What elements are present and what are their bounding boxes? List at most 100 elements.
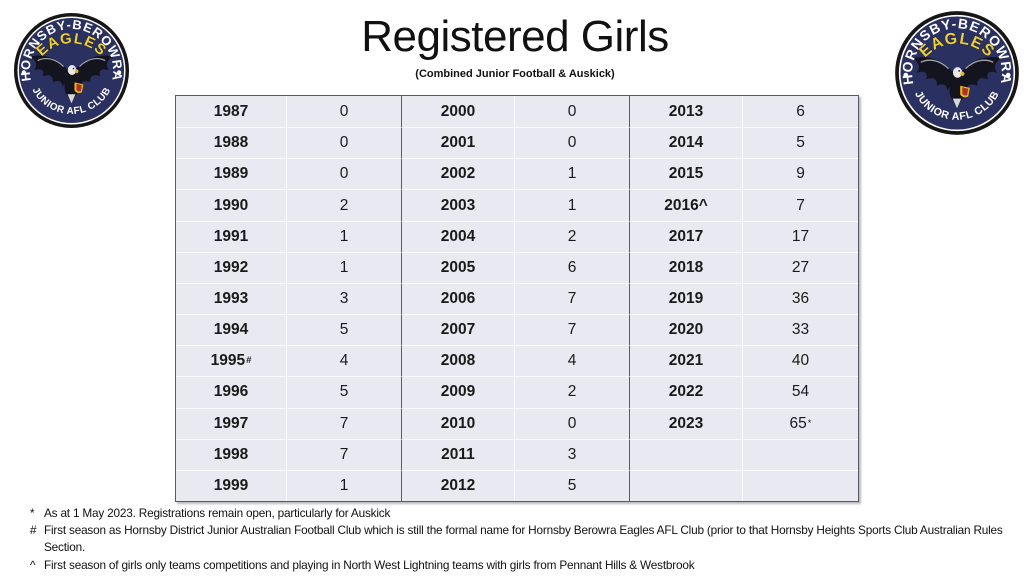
year-cell: 2012 bbox=[401, 469, 514, 501]
value-cell: 5 bbox=[742, 127, 858, 159]
year-cell: 1997 bbox=[176, 407, 286, 439]
footnote: ^ First season of girls only teams compet… bbox=[30, 557, 1018, 574]
value-cell: 33 bbox=[742, 314, 858, 346]
year-cell: 2014 bbox=[629, 127, 742, 159]
value-cell bbox=[742, 469, 858, 501]
year-cell: 2015 bbox=[629, 158, 742, 190]
year-cell: 2023 bbox=[629, 407, 742, 439]
footnote-marker: # bbox=[30, 523, 37, 538]
year-cell: 2010 bbox=[401, 407, 514, 439]
value-cell: 1 bbox=[286, 469, 401, 501]
eagle-icon bbox=[29, 55, 114, 104]
year-cell: 1989 bbox=[176, 158, 286, 189]
year-cell: 2000 bbox=[401, 96, 514, 128]
year-cell: 2006 bbox=[401, 282, 514, 315]
value-cell: 2 bbox=[514, 220, 629, 252]
year-cell: 1995 # bbox=[176, 345, 286, 376]
value-cell: 0 bbox=[286, 127, 401, 159]
value-cell: 4 bbox=[514, 345, 629, 377]
page-title: Registered Girls bbox=[361, 12, 669, 61]
year-cell: 2005 bbox=[401, 251, 514, 283]
value-cell: 1 bbox=[514, 158, 629, 190]
footnote: # First season as Hornsby District Junior… bbox=[30, 522, 1018, 556]
value-cell: 5 bbox=[514, 469, 629, 501]
value-cell: 2 bbox=[286, 189, 401, 221]
value-cell: 27 bbox=[742, 251, 858, 283]
footnote-marker: * bbox=[30, 506, 35, 520]
year-cell: 2017 bbox=[629, 220, 742, 252]
badge-left-dot bbox=[903, 72, 909, 78]
value-cell: 7 bbox=[286, 407, 401, 439]
value-cell: 40 bbox=[742, 345, 858, 377]
value-cell: 7 bbox=[286, 438, 401, 470]
value-cell: 65 * bbox=[742, 407, 858, 439]
footnote-text: As at 1 May 2023. Registrations remain o… bbox=[44, 506, 391, 520]
year-cell: 1992 bbox=[176, 251, 286, 283]
badge-left-dot bbox=[21, 70, 27, 75]
value-cell: 0 bbox=[514, 407, 629, 439]
value-cell: 0 bbox=[286, 158, 401, 190]
footnotes: * As at 1 May 2023. Registrations remain … bbox=[30, 505, 1018, 574]
value-cell: 7 bbox=[514, 282, 629, 315]
value-cell: 2 bbox=[514, 376, 629, 408]
year-cell: 1993 bbox=[176, 282, 286, 314]
value-cell: 1 bbox=[286, 220, 401, 252]
year-cell: 2022 bbox=[629, 376, 742, 408]
value-cell: 0 bbox=[514, 127, 629, 159]
year-cell: 2009 bbox=[401, 376, 514, 408]
value-cell: 5 bbox=[286, 314, 401, 346]
page-subtitle: (Combined Junior Football & Auskick) bbox=[415, 68, 615, 80]
year-cell: 1988 bbox=[176, 127, 286, 158]
year-cell: 2016^ bbox=[629, 189, 742, 221]
year-cell: 2019 bbox=[629, 282, 742, 315]
value-cell: 6 bbox=[742, 96, 858, 128]
value-cell: 0 bbox=[514, 96, 629, 128]
value-cell: 3 bbox=[514, 438, 629, 470]
badge-right-dot bbox=[1005, 72, 1011, 78]
year-cell: 1994 bbox=[176, 314, 286, 345]
value-cell: 7 bbox=[514, 314, 629, 346]
year-cell: 2003 bbox=[401, 189, 514, 221]
value-cell: 3 bbox=[286, 282, 401, 315]
year-cell: 2011 bbox=[401, 438, 514, 470]
club-logo-left: HORNSBY-BEROWRA EAGLES JUNIOR AFL CLUB bbox=[13, 12, 130, 129]
value-cell: 7 bbox=[742, 189, 858, 221]
value-cell: 4 bbox=[286, 345, 401, 377]
registrations-table: 1987 0 1988 0 1989 0 1990 2 1991 1 1992 1 1993 3 1994 5… bbox=[175, 95, 859, 502]
year-cell: 2001 bbox=[401, 127, 514, 159]
value-cell: 5 bbox=[286, 376, 401, 408]
year-cell: 2008 bbox=[401, 345, 514, 377]
footnote-text: First season as Hornsby District Junior … bbox=[44, 523, 1003, 555]
footnote-marker: ^ bbox=[30, 557, 36, 572]
value-cell bbox=[742, 438, 858, 470]
year-cell bbox=[629, 469, 742, 501]
year-cell: 2021 bbox=[629, 345, 742, 377]
value-cell: 36 bbox=[742, 282, 858, 315]
year-cell: 2002 bbox=[401, 158, 514, 190]
value-cell: 9 bbox=[742, 158, 858, 190]
value-cell: 1 bbox=[514, 189, 629, 221]
footnote: * As at 1 May 2023. Registrations remain … bbox=[30, 505, 1018, 522]
year-cell: 1999 bbox=[176, 469, 286, 501]
year-cell: 2020 bbox=[629, 314, 742, 346]
value-cell: 17 bbox=[742, 220, 858, 252]
value-cell: 6 bbox=[514, 251, 629, 283]
year-cell: 2004 bbox=[401, 220, 514, 252]
value-cell: 1 bbox=[286, 251, 401, 283]
year-cell: 1998 bbox=[176, 438, 286, 470]
footnote-text: First season of girls only teams competi… bbox=[44, 557, 695, 572]
eagle-icon bbox=[912, 56, 1002, 109]
year-cell: 2007 bbox=[401, 314, 514, 346]
year-cell: 1996 bbox=[176, 376, 286, 407]
badge-right-dot bbox=[116, 70, 122, 75]
year-cell bbox=[629, 438, 742, 470]
year-cell: 1987 bbox=[213, 102, 249, 120]
year-cell: 1991 bbox=[176, 220, 286, 252]
club-logo-right: HORNSBY-BEROWRA EAGLES JUNIOR AFL CLUB bbox=[895, 11, 1019, 135]
value-cell: 54 bbox=[742, 376, 858, 408]
year-cell: 2013 bbox=[629, 96, 742, 128]
value-cell: 0 bbox=[286, 96, 401, 128]
year-cell: 1990 bbox=[176, 189, 286, 220]
year-cell: 2018 bbox=[629, 251, 742, 283]
